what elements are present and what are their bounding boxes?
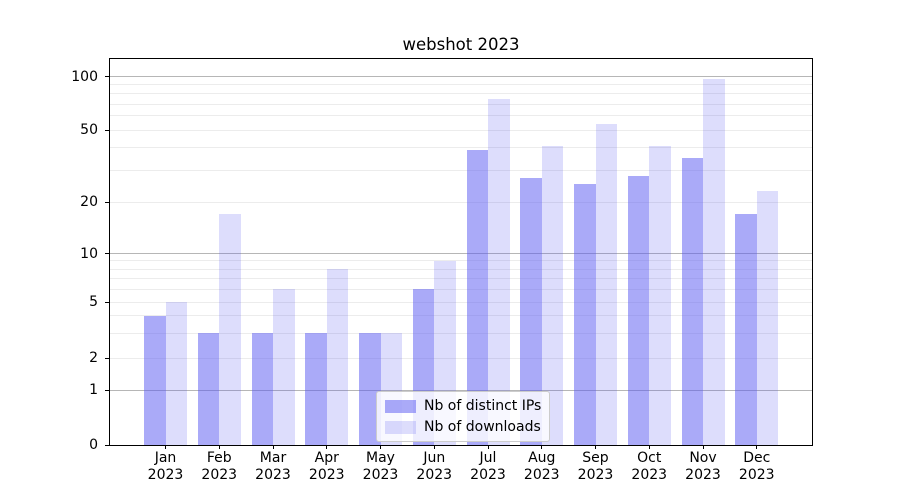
x-tick-label-sep: Sep 2023	[577, 450, 614, 483]
x-tick-label-jul: Jul 2023	[470, 450, 506, 483]
minor-gridline-7	[110, 277, 812, 279]
minor-gridline-90	[110, 84, 812, 86]
y-tick-2	[105, 357, 110, 359]
x-tick-label-mar: Mar 2023	[255, 450, 291, 483]
y-tick-label-10: 10	[80, 245, 98, 262]
bar-nov-downloads	[703, 78, 725, 445]
bar-dec-downloads	[756, 191, 779, 445]
bar-aug-downloads	[541, 145, 564, 445]
bar-apr-downloads	[326, 269, 349, 445]
minor-gridline-30	[110, 169, 812, 171]
bar-mar-ips	[251, 333, 273, 445]
bar-jul-downloads	[488, 98, 510, 445]
bar-sep-ips	[574, 184, 596, 445]
minor-gridline-4	[110, 315, 812, 317]
bar-nov-ips	[681, 158, 703, 445]
y-tick-label-0: 0	[89, 437, 98, 453]
x-tick-label-jun: Jun 2023	[416, 450, 453, 483]
legend: Nb of distinct IPs Nb of downloads	[376, 391, 551, 442]
legend-swatch-distinct-ips	[385, 399, 416, 413]
y-tick-50	[105, 129, 110, 131]
x-tick-dec	[756, 445, 758, 449]
bar-jan-downloads	[165, 302, 187, 445]
y-tick-label-50: 50	[80, 122, 98, 138]
legend-label-distinct-ips: Nb of distinct IPs	[424, 398, 542, 414]
x-tick-label-jan: Jan 2023	[147, 450, 184, 483]
minor-gridline-80	[110, 93, 812, 95]
x-tick-label-aug: Aug 2023	[523, 450, 560, 483]
minor-gridline-2	[110, 357, 812, 359]
bar-apr-ips	[305, 333, 327, 445]
y-tick-100	[105, 76, 110, 77]
minor-gridline-50	[110, 129, 812, 131]
major-gridline-1	[110, 389, 812, 391]
major-gridline-10	[110, 253, 812, 254]
y-tick-label-100: 100	[71, 68, 98, 85]
legend-entry-distinct-ips: Nb of distinct IPs	[385, 397, 541, 415]
minor-gridline-9	[110, 260, 812, 262]
x-tick-aug	[541, 445, 543, 449]
bar-oct-downloads	[649, 145, 671, 445]
minor-gridline-5	[110, 301, 812, 303]
minor-gridline-6	[110, 288, 812, 290]
y-tick-label-5: 5	[89, 294, 98, 310]
x-tick-jan	[165, 445, 166, 449]
y-tick-20	[105, 201, 110, 203]
y-tick-5	[105, 301, 110, 303]
y-tick-10	[105, 253, 110, 254]
legend-label-downloads: Nb of downloads	[424, 419, 541, 435]
y-tick-1	[105, 389, 110, 391]
bar-jan-ips	[144, 315, 166, 445]
minor-gridline-40	[110, 147, 812, 149]
bar-feb-downloads	[219, 214, 241, 445]
minor-gridline-70	[110, 103, 812, 105]
x-tick-feb	[218, 445, 220, 449]
x-tick-may	[380, 445, 381, 449]
x-tick-jun	[433, 445, 435, 449]
bar-aug-ips	[520, 178, 542, 445]
bar-dec-ips	[735, 214, 757, 445]
bar-oct-ips	[627, 175, 650, 445]
minor-gridline-3	[110, 332, 812, 334]
y-tick-label-1: 1	[89, 382, 98, 398]
bar-jul-ips	[466, 149, 488, 445]
x-tick-label-feb: Feb 2023	[201, 450, 238, 483]
bar-feb-ips	[197, 333, 220, 445]
x-tick-label-oct: Oct 2023	[631, 450, 668, 483]
plot-area: 0 1 2 5 10 20 50 100 Jan 2023 Feb 2023 Mar 2023 Apr 202…	[71, 58, 813, 483]
x-tick-label-dec: Dec 2023	[738, 450, 775, 483]
y-tick-0	[105, 444, 110, 446]
major-gridline-100	[110, 76, 812, 77]
x-tick-apr	[326, 445, 328, 449]
bar-mar-downloads	[273, 289, 295, 445]
minor-gridline-8	[110, 268, 812, 270]
x-tick-oct	[648, 445, 650, 449]
chart-title: webshot 2023	[402, 35, 520, 54]
bar-sep-downloads	[595, 124, 617, 445]
x-tick-sep	[595, 445, 596, 449]
legend-entry-downloads: Nb of downloads	[385, 418, 541, 436]
x-tick-mar	[272, 445, 274, 449]
bar-may-ips	[359, 333, 381, 445]
minor-gridline-20	[110, 201, 812, 203]
x-tick-label-may: May 2023	[362, 450, 399, 483]
y-tick-label-2: 2	[89, 350, 98, 366]
x-tick-label-apr: Apr 2023	[308, 450, 345, 483]
x-tick-nov	[702, 445, 704, 449]
minor-gridline-60	[110, 115, 812, 117]
y-tick-label-20: 20	[80, 194, 98, 210]
x-tick-label-nov: Nov 2023	[685, 450, 721, 483]
x-tick-jul	[487, 445, 489, 449]
legend-swatch-downloads	[385, 420, 416, 434]
